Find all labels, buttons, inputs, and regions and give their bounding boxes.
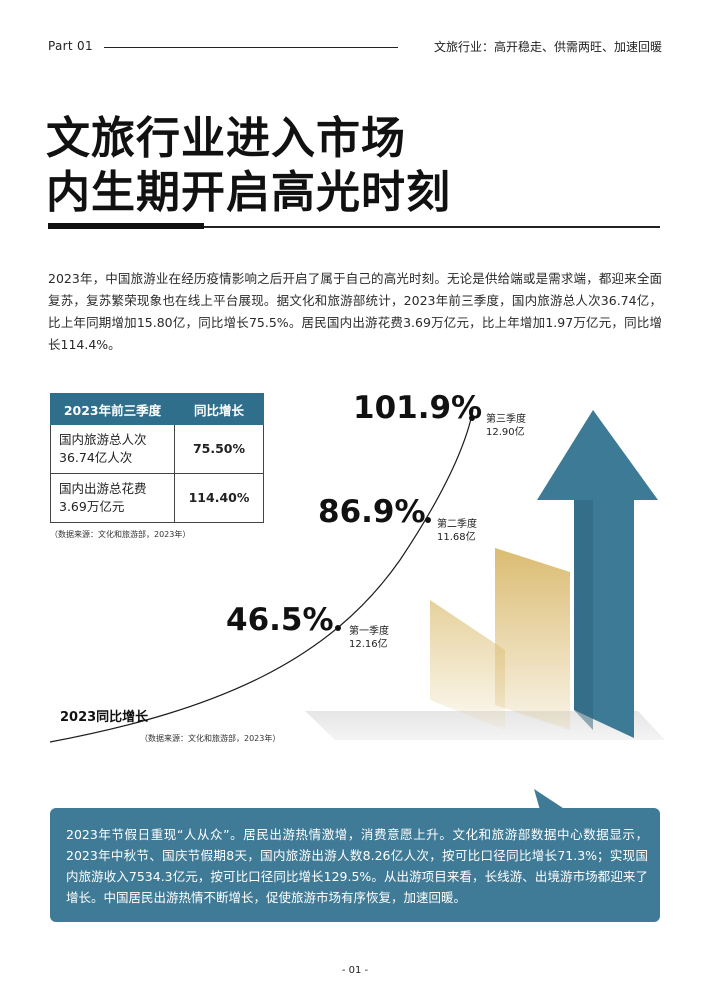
metric-amount: 36.74亿人次 xyxy=(59,450,133,465)
table-header-period: 2023年前三季度 xyxy=(50,393,175,425)
header-divider xyxy=(104,47,398,48)
intro-paragraph: 2023年，中国旅游业在经历疫情影响之后开启了属于自己的高光时刻。无论是供给端或… xyxy=(48,271,662,352)
q1-growth-pct: 46.5% xyxy=(226,602,334,638)
q3-amount: 12.90亿 xyxy=(486,427,525,438)
table-header-row: 2023年前三季度 同比增长 xyxy=(50,393,264,425)
table-cell-growth: 114.40% xyxy=(174,473,264,523)
title-line-1: 文旅行业进入市场 xyxy=(46,113,406,164)
part-label: Part 01 xyxy=(48,39,93,53)
table-header-growth: 同比增长 xyxy=(174,393,264,425)
table-row: 国内旅游总人次 36.74亿人次 75.50% xyxy=(50,424,264,474)
callout-pointer xyxy=(534,789,566,810)
q1-label: 第一季度 12.16亿 xyxy=(349,625,389,651)
table-cell-growth: 75.50% xyxy=(174,424,264,474)
gold-bar-tall xyxy=(495,548,570,730)
floor-shadow xyxy=(305,711,665,740)
title-rule xyxy=(48,226,660,228)
q3-label: 第三季度 12.90亿 xyxy=(486,413,526,439)
metric-amount: 3.69万亿元 xyxy=(59,499,125,514)
q1-marker xyxy=(335,625,341,631)
table-source-note: （数据来源：文化和旅游部，2023年） xyxy=(50,530,191,539)
stats-table: 2023年前三季度 同比增长 国内旅游总人次 36.74亿人次 75.50% 国… xyxy=(50,393,264,523)
page-number: - 01 - xyxy=(341,965,369,976)
table-cell-metric: 国内旅游总人次 36.74亿人次 xyxy=(50,424,175,474)
q2-amount: 11.68亿 xyxy=(437,532,476,543)
q2-label: 第二季度 11.68亿 xyxy=(437,518,477,544)
growth-curve xyxy=(49,409,474,743)
callout-box xyxy=(50,808,660,922)
q1-name: 第一季度 xyxy=(349,626,389,637)
metric-name: 国内出游总花费 xyxy=(59,481,147,496)
growth-arrow-side xyxy=(574,500,593,730)
q3-marker xyxy=(469,415,475,421)
title-rule-accent xyxy=(48,223,204,229)
section-subtitle: 文旅行业：高开稳走、供需两旺、加速回暖 xyxy=(433,40,662,54)
growth-arrow xyxy=(537,410,658,738)
callout-text: 2023年节假日重现“人从众”。居民出游热情激增，消费意愿上升。文化和旅游部数据… xyxy=(66,827,648,905)
page-title: 文旅行业进入市场 内生期开启高光时刻 xyxy=(46,112,451,220)
title-line-2: 内生期开启高光时刻 xyxy=(46,167,451,218)
q3-growth-pct: 101.9% xyxy=(353,390,483,426)
q2-growth-pct: 86.9% xyxy=(318,494,426,530)
q3-name: 第三季度 xyxy=(486,414,526,425)
q2-marker xyxy=(425,517,431,523)
q1-amount: 12.16亿 xyxy=(349,639,388,650)
q2-name: 第二季度 xyxy=(437,519,477,530)
table-cell-metric: 国内出游总花费 3.69万亿元 xyxy=(50,473,175,523)
chart-source-note: （数据来源：文化和旅游部，2023年） xyxy=(140,734,281,743)
metric-name: 国内旅游总人次 xyxy=(59,432,147,447)
growth-chart-label: 2023同比增长 xyxy=(60,710,149,725)
gold-bar-short xyxy=(430,600,505,730)
table-row: 国内出游总花费 3.69万亿元 114.40% xyxy=(50,473,264,523)
